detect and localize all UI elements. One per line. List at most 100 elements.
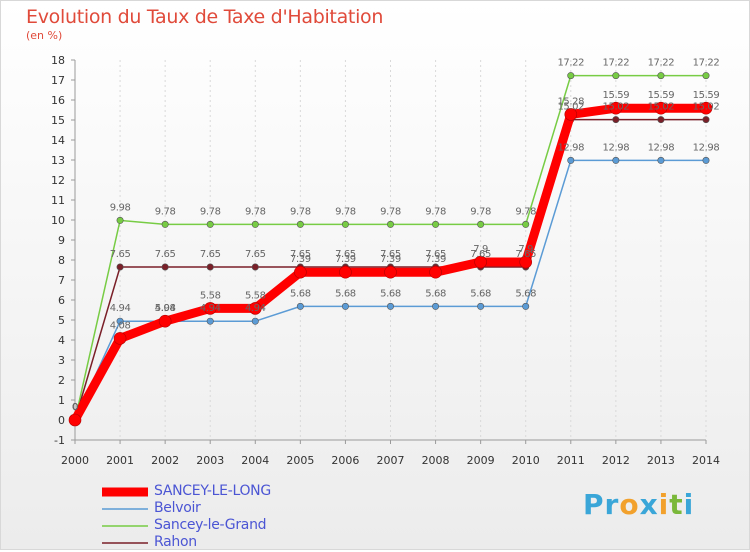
- data-label: 7.39: [290, 254, 311, 265]
- x-tick-label: 2004: [241, 454, 269, 467]
- data-point: [612, 116, 620, 124]
- data-point: [113, 332, 127, 345]
- proxiti-logo: Proxiti: [583, 488, 694, 521]
- data-point: [206, 263, 214, 271]
- data-label: 17.22: [648, 58, 675, 69]
- data-label: 15.59: [693, 90, 720, 101]
- data-label: 0: [72, 402, 78, 413]
- data-label: 0: [72, 402, 78, 413]
- legend-label: Rahon: [154, 534, 197, 550]
- data-point: [477, 220, 485, 228]
- data-label: 5.68: [425, 288, 446, 299]
- data-point: [161, 263, 169, 271]
- y-tick-label: 14: [51, 134, 65, 147]
- x-tick-label: 2003: [196, 454, 224, 467]
- data-point: [609, 101, 623, 115]
- data-label: 7.9: [518, 244, 533, 255]
- data-label: 15.28: [557, 96, 584, 107]
- x-tick-label: 2014: [692, 454, 720, 467]
- y-tick-label: 10: [51, 214, 65, 227]
- data-label: 7.65: [425, 249, 446, 260]
- data-label: 15.59: [603, 90, 630, 101]
- data-point: [567, 156, 575, 164]
- data-point: [702, 72, 710, 80]
- data-label: 7.65: [245, 249, 266, 260]
- y-tick-label: 12: [51, 174, 65, 187]
- x-tick-label: 2009: [467, 454, 495, 467]
- data-label: 7.65: [200, 249, 221, 260]
- data-point: [702, 116, 710, 124]
- data-point: [116, 263, 124, 271]
- data-label: 9.78: [425, 206, 446, 217]
- y-tick-label: 2: [58, 374, 65, 387]
- data-point: [161, 220, 169, 228]
- data-label: 7.39: [335, 254, 356, 265]
- data-point: [251, 263, 259, 271]
- data-point: [522, 220, 530, 228]
- data-label: 7.65: [290, 249, 311, 260]
- data-point: [429, 265, 442, 279]
- y-tick-label: 5: [58, 314, 65, 327]
- data-label: 7.65: [470, 249, 491, 260]
- data-point: [657, 156, 665, 164]
- data-label: 7.65: [155, 249, 176, 260]
- data-label: 4.08: [110, 320, 131, 331]
- data-point: [296, 220, 304, 228]
- data-label: 12.98: [557, 142, 584, 153]
- y-tick-label: 1: [58, 394, 65, 407]
- data-label: 7.39: [425, 254, 446, 265]
- data-point: [251, 317, 259, 325]
- x-tick-label: 2002: [151, 454, 179, 467]
- y-tick-label: 7: [58, 274, 65, 287]
- logo-letter: o: [619, 488, 640, 521]
- data-point: [339, 265, 352, 279]
- data-point: [341, 302, 349, 310]
- data-point: [519, 255, 533, 269]
- data-label: 9.78: [380, 206, 401, 217]
- logo-letter: i: [658, 488, 670, 521]
- data-point: [386, 220, 394, 228]
- data-point: [699, 101, 713, 115]
- data-label: 9.78: [335, 206, 356, 217]
- y-tick-label: 9: [58, 234, 65, 247]
- legend-swatch: [102, 487, 148, 497]
- data-label: 15.59: [648, 90, 675, 101]
- data-label: 4.94: [200, 303, 221, 314]
- x-tick-label: 2010: [512, 454, 540, 467]
- data-point: [158, 314, 172, 328]
- data-point: [206, 317, 214, 325]
- data-label: 15.02: [557, 102, 584, 113]
- x-tick-label: 2008: [422, 454, 450, 467]
- data-label: 7.65: [110, 249, 131, 260]
- logo-letter: x: [639, 488, 659, 521]
- data-label: 12.98: [648, 142, 675, 153]
- data-point: [203, 302, 217, 315]
- data-label: 17.22: [693, 58, 720, 69]
- x-tick-label: 2000: [61, 454, 89, 467]
- data-point: [294, 265, 307, 279]
- data-point: [116, 317, 124, 325]
- logo-letter: r: [604, 488, 620, 521]
- data-point: [251, 220, 259, 228]
- data-label: 12.98: [693, 142, 720, 153]
- data-label: 5.68: [470, 288, 491, 299]
- data-point: [384, 265, 397, 279]
- data-label: 9.78: [290, 206, 311, 217]
- data-point: [296, 302, 304, 310]
- data-point: [68, 413, 82, 427]
- y-tick-label: 18: [51, 54, 65, 67]
- data-point: [564, 108, 578, 121]
- data-label: 9.98: [110, 202, 131, 213]
- data-point: [567, 72, 575, 80]
- data-point: [612, 156, 620, 164]
- data-point: [432, 302, 440, 310]
- y-tick-label: 15: [51, 114, 65, 127]
- data-point: [206, 220, 214, 228]
- x-tick-label: 2005: [286, 454, 314, 467]
- data-label: 7.65: [380, 249, 401, 260]
- data-label: 9.78: [155, 206, 176, 217]
- data-point: [474, 255, 487, 269]
- data-label: 7.9: [473, 244, 488, 255]
- y-tick-label: 0: [58, 414, 65, 427]
